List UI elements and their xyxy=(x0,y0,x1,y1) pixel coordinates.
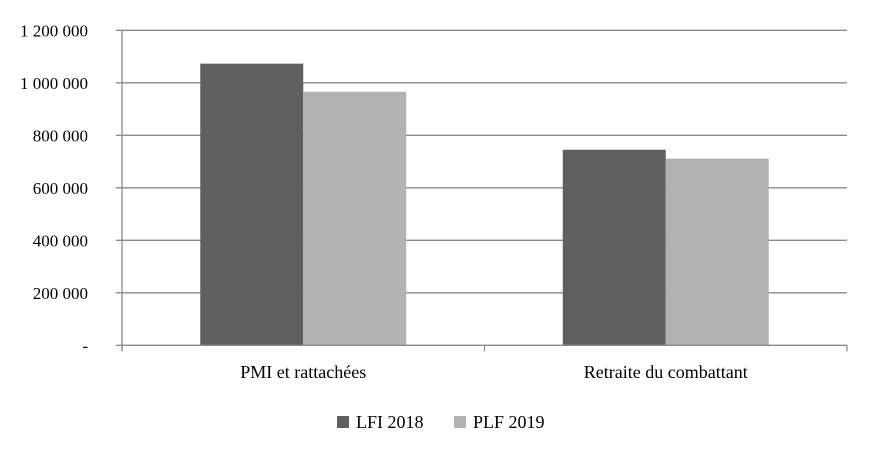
bar-plf-2019 xyxy=(665,158,769,346)
x-tick-label: Retraite du combattant xyxy=(584,362,748,382)
y-tick-label: 800 000 xyxy=(33,126,88,145)
x-tick-label: PMI et rattachées xyxy=(240,362,366,382)
y-tick-label: 1 200 000 xyxy=(20,21,88,40)
y-tick-label: 600 000 xyxy=(33,179,88,198)
y-tick-label: 400 000 xyxy=(33,231,88,250)
y-tick-label: 1 000 000 xyxy=(20,74,88,93)
bar-lfi-2018 xyxy=(562,149,666,346)
bar-lfi-2018 xyxy=(200,63,304,346)
y-tick-label: - xyxy=(82,336,88,355)
legend-label: PLF 2019 xyxy=(473,412,545,432)
legend-swatch xyxy=(337,416,349,428)
legend-label: LFI 2018 xyxy=(356,412,424,432)
bar-plf-2019 xyxy=(303,91,407,346)
y-tick-label: 200 000 xyxy=(33,284,88,303)
legend-swatch xyxy=(454,416,466,428)
